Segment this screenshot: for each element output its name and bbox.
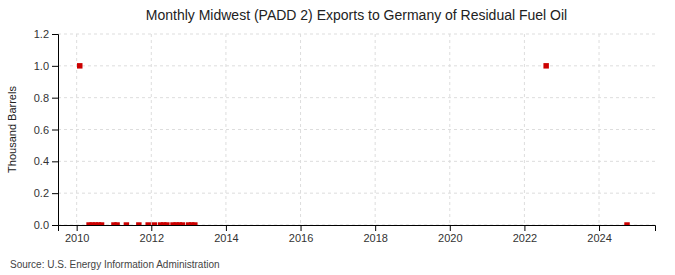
x-axis-tick-mark	[77, 225, 78, 231]
x-axis-tick-mark	[301, 225, 302, 231]
y-axis-tick-mark	[52, 225, 58, 226]
x-grid-line	[524, 34, 525, 225]
point	[543, 63, 548, 68]
y-axis-tick: 0.6	[34, 124, 58, 136]
x-axis-tick-mark	[599, 225, 600, 231]
y-axis-tick: 0.8	[34, 92, 58, 104]
x-axis-tick: 2022	[513, 225, 537, 244]
y-axis-tick-label: 0.2	[34, 187, 49, 199]
y-axis-tick-label: 0.6	[34, 124, 49, 136]
x-axis-tick-mark	[151, 225, 152, 231]
y-grid-line	[58, 97, 655, 98]
point	[180, 222, 185, 225]
y-axis-tick: 1.2	[34, 28, 58, 40]
point	[145, 222, 150, 225]
point	[136, 222, 141, 225]
y-axis-tick: 0.0	[34, 219, 58, 231]
point	[192, 222, 197, 225]
x-axis-line	[59, 226, 656, 232]
y-axis-tick-label: 0.0	[34, 219, 49, 231]
y-axis-tick-label: 0.4	[34, 155, 49, 167]
point	[124, 222, 129, 225]
y-grid-line	[58, 65, 655, 66]
y-axis-tick-mark	[52, 98, 58, 99]
y-axis-tick-mark	[52, 193, 58, 194]
x-axis-tick-label: 2020	[438, 232, 462, 244]
y-axis-tick: 0.4	[34, 155, 58, 167]
y-grid-line	[58, 193, 655, 194]
chart: 201020122014201620182020202220240.00.20.…	[0, 0, 675, 275]
y-axis-title: Thousand Barrels	[6, 86, 18, 173]
y-axis-tick: 1.0	[34, 60, 58, 72]
x-axis-tick-label: 2016	[289, 232, 313, 244]
title: Monthly Midwest (PADD 2) Exports to Germ…	[146, 7, 567, 23]
x-axis-tick-label: 2012	[140, 232, 164, 244]
y-axis-line	[52, 35, 59, 226]
x-axis-tick-label: 2018	[363, 232, 387, 244]
x-axis-tick: 2010	[65, 225, 89, 244]
points	[77, 63, 630, 225]
x-axis-tick-label: 2024	[587, 232, 611, 244]
y-grid-line	[58, 161, 655, 162]
x-axis-tick: 2024	[587, 225, 611, 244]
x-axis-tick: 2012	[140, 225, 164, 244]
x-axis-tick-mark	[375, 225, 376, 231]
x-axis-tick-mark	[226, 225, 227, 231]
x-axis-tick: 2018	[363, 225, 387, 244]
point	[99, 222, 104, 225]
x-axis-tick: 2016	[289, 225, 313, 244]
y-axis-tick-mark	[52, 130, 58, 131]
source-note: Source: U.S. Energy Information Administ…	[10, 259, 220, 270]
y-axis-tick-mark	[52, 34, 58, 35]
x-axis: 2010 2012 2014 2016 2018 2020 2022 2024	[59, 225, 656, 244]
x-axis-tick-label: 2010	[65, 232, 89, 244]
x-axis-tick: 2014	[214, 225, 238, 244]
x-grid-line	[375, 34, 376, 225]
y-axis: 0.0 0.2 0.4 0.6 0.8 1.0 1.2	[34, 28, 59, 231]
point	[77, 63, 82, 68]
x-axis-tick-label: 2014	[214, 232, 238, 244]
y-axis-tick-label: 1.0	[34, 60, 49, 72]
point	[114, 222, 119, 225]
point	[152, 222, 157, 225]
x-axis-tick-mark	[450, 225, 451, 231]
x-axis-tick-label: 2022	[513, 232, 537, 244]
y-axis-tick-label: 0.8	[34, 92, 49, 104]
y-axis-tick-label: 1.2	[34, 28, 49, 40]
y-axis-tick: 0.2	[34, 187, 58, 199]
point	[624, 222, 629, 225]
grid	[58, 34, 655, 225]
y-grid-line	[58, 34, 655, 35]
y-axis-tick-mark	[52, 66, 58, 67]
y-grid-line	[58, 129, 655, 130]
x-axis-tick: 2020	[438, 225, 462, 244]
x-axis-tick-mark	[524, 225, 525, 231]
y-axis-tick-mark	[52, 161, 58, 162]
point	[164, 222, 169, 225]
